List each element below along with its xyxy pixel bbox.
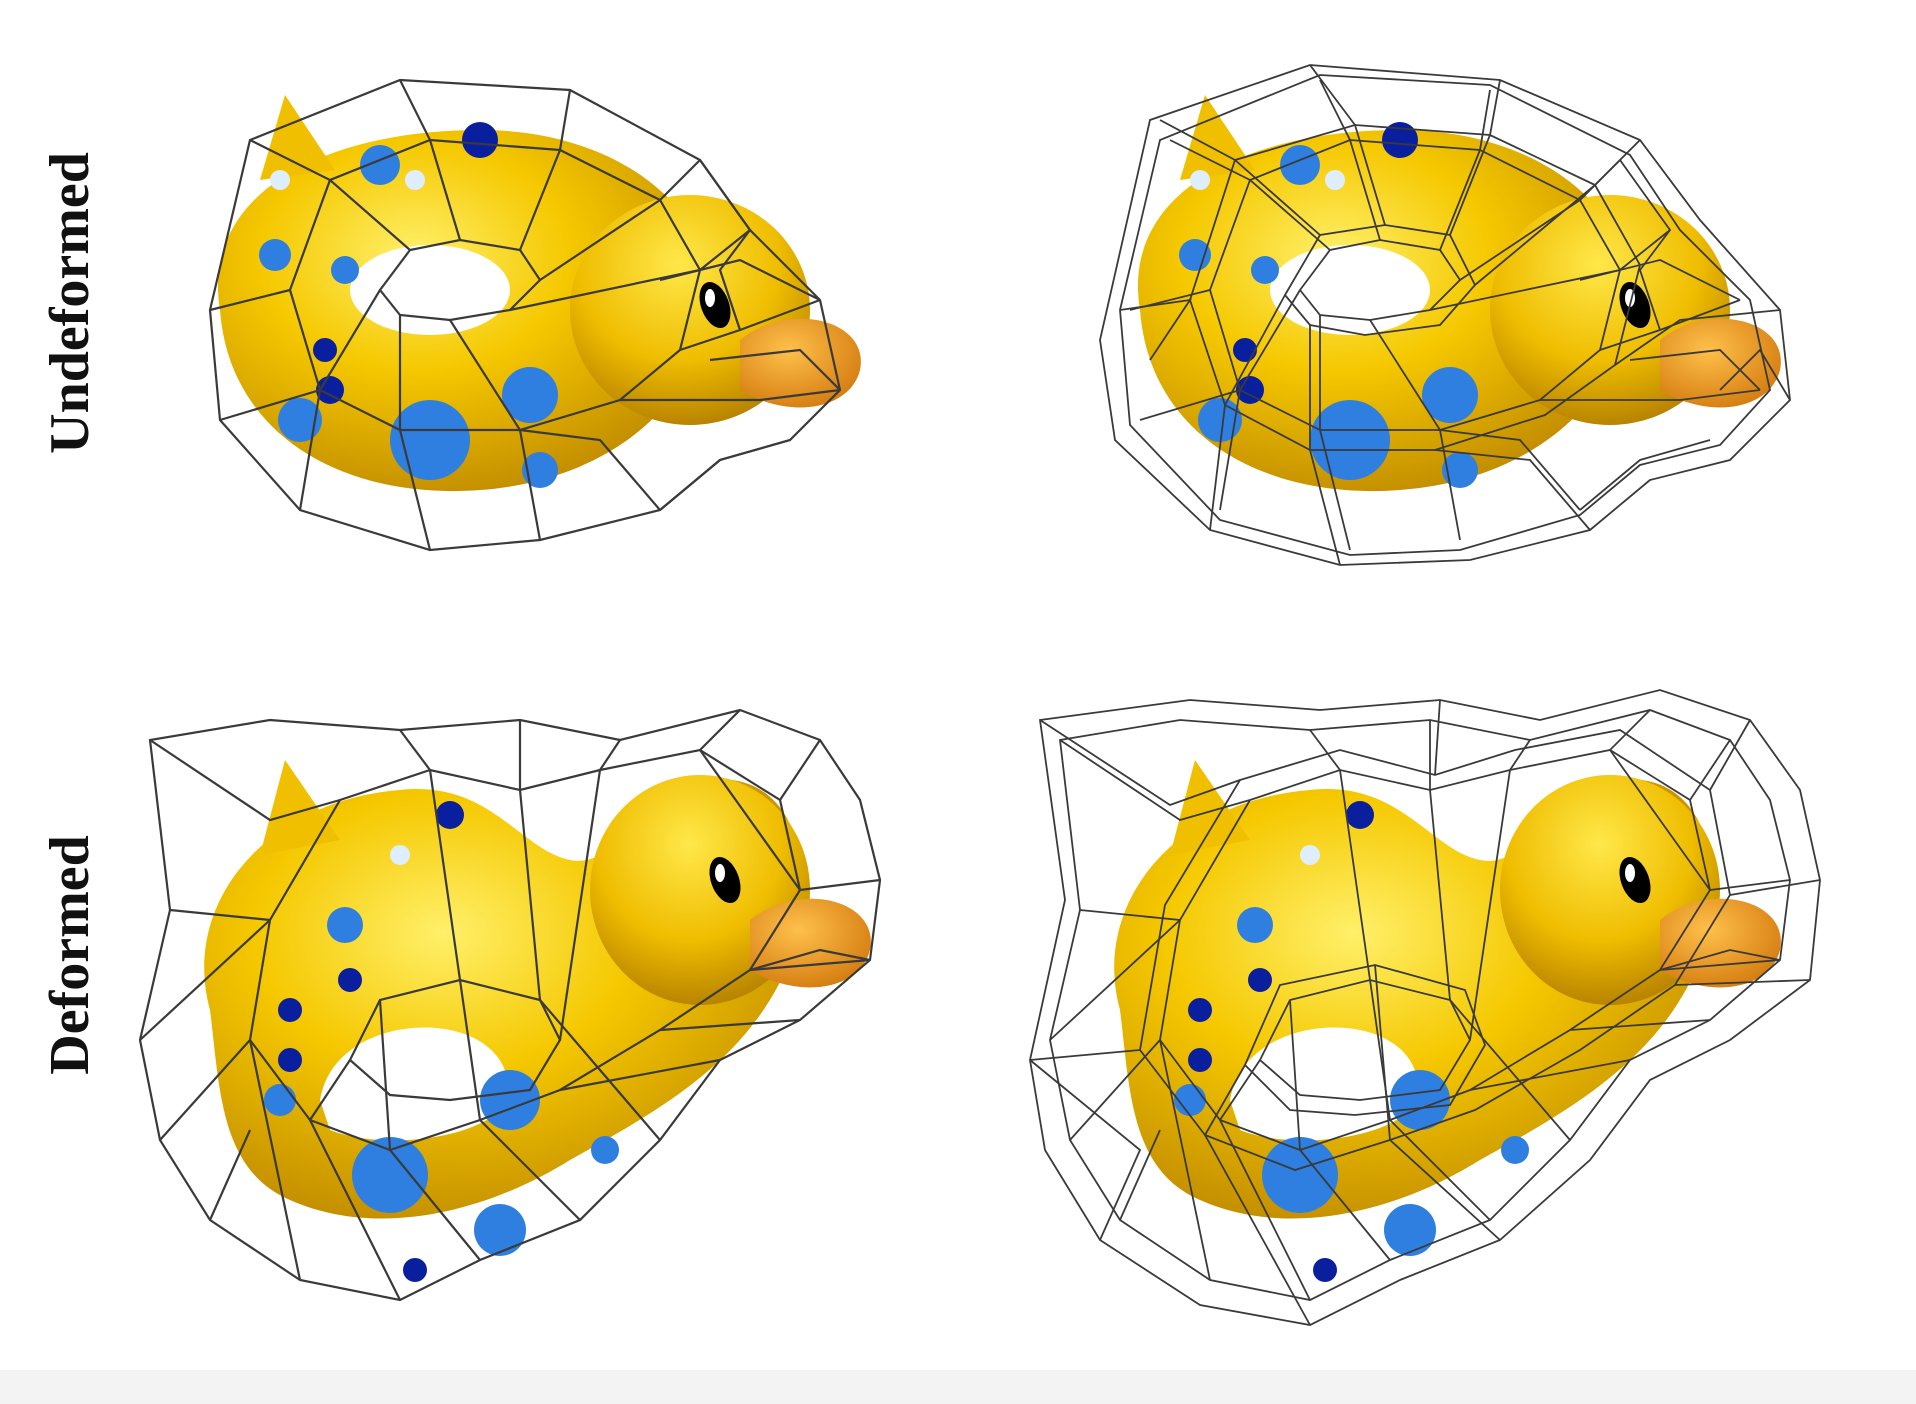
control-cage: [1099, 64, 1791, 566]
row-label-undeformed: Undeformed: [39, 152, 101, 454]
control-cage: [1029, 689, 1821, 1326]
control-cage: [208, 78, 842, 552]
duck-body: [1114, 760, 1781, 1219]
row-label-deformed: Deformed: [39, 835, 101, 1075]
duck-spots: [264, 801, 619, 1282]
control-cage: [138, 708, 882, 1302]
panel-deformed-coarse: [138, 708, 882, 1302]
duck-spots: [1179, 122, 1478, 488]
panel-deformed-dense: [1029, 689, 1821, 1326]
duck-body: [204, 760, 871, 1219]
panel-undeformed-dense: [1099, 64, 1791, 566]
panel-undeformed-coarse: [208, 78, 861, 552]
bottom-strip: [0, 1370, 1916, 1404]
